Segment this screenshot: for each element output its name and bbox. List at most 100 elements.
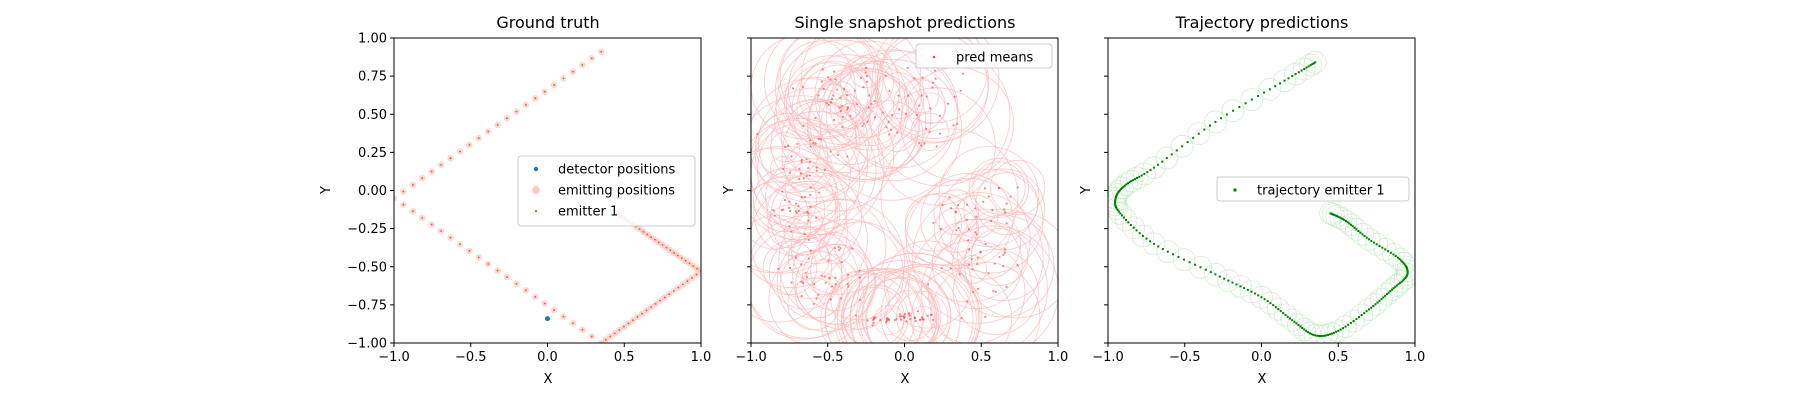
- pred-mean-point: [916, 310, 920, 313]
- pred-mean-point: [900, 315, 903, 318]
- trajectory-point: [1374, 303, 1377, 306]
- uncertainty-circle: [826, 49, 958, 182]
- uncertainty-circle: [964, 211, 1058, 319]
- emitter-point: [632, 319, 634, 322]
- trajectory-point: [1223, 277, 1226, 280]
- pred-mean-point: [826, 76, 830, 79]
- pred-mean-point: [834, 283, 837, 286]
- trajectory-point: [1372, 241, 1375, 244]
- uncertainty-circle: [1357, 227, 1381, 251]
- pred-mean-point: [797, 210, 800, 213]
- pred-mean-point: [913, 316, 916, 319]
- y-tick-label: 0.50: [358, 108, 387, 123]
- pred-mean-point: [949, 267, 952, 270]
- emitter-point: [638, 228, 641, 231]
- pred-mean-point: [829, 150, 832, 153]
- pred-mean-point: [926, 314, 929, 318]
- emitter-point: [553, 309, 556, 311]
- uncertainty-circle: [1250, 285, 1273, 309]
- emitter-point: [572, 70, 574, 73]
- trajectory-point: [1370, 306, 1373, 309]
- pred-mean-point: [817, 293, 820, 296]
- x-tick-label: −1.0: [1092, 350, 1124, 365]
- trajectory-point: [1397, 283, 1400, 286]
- emitter-point: [477, 137, 480, 140]
- uncertainty-circle: [1170, 134, 1194, 158]
- trajectory-point: [1384, 294, 1387, 297]
- trajectory-point: [1330, 332, 1333, 335]
- trajectory-point: [1132, 226, 1135, 229]
- trajectory-point: [1218, 275, 1221, 278]
- trajectory-title: Trajectory predictions: [1175, 13, 1349, 32]
- emitter-point: [636, 316, 639, 318]
- y-tick-label: 0.75: [358, 70, 387, 85]
- trajectory-point: [1269, 302, 1272, 305]
- pred-mean-point: [934, 77, 937, 80]
- trajectory-point: [1266, 300, 1269, 303]
- trajectory-point: [1243, 287, 1246, 290]
- trajectory-point: [1192, 136, 1195, 139]
- emitter-point: [677, 254, 679, 257]
- pred-mean-point: [832, 94, 835, 97]
- pred-mean-point: [822, 87, 825, 91]
- emitter-point: [411, 183, 414, 186]
- trajectory-point: [1149, 169, 1152, 172]
- pred-mean-point: [791, 350, 793, 352]
- pred-mean-point: [885, 319, 889, 322]
- trajectory-point: [1284, 313, 1287, 316]
- trajectory-point: [1403, 263, 1406, 266]
- trajectory-point: [1346, 221, 1349, 224]
- pred-mean-point: [925, 95, 928, 98]
- trajectory-point: [1214, 273, 1217, 276]
- pred-mean-point: [860, 76, 863, 79]
- pred-mean-point: [815, 216, 818, 219]
- uncertainty-circle: [882, 38, 988, 124]
- pred-mean-point: [786, 144, 790, 147]
- emitter-point: [440, 230, 442, 232]
- uncertainty-circle: [920, 173, 1014, 267]
- trajectory-point: [1332, 331, 1335, 334]
- pred-mean-point: [987, 195, 990, 198]
- trajectory-point: [1153, 166, 1156, 169]
- uncertainty-circle: [837, 102, 864, 130]
- trajectory-point: [1208, 124, 1211, 127]
- trajectory-point: [1263, 298, 1266, 301]
- pred-mean-point: [887, 120, 890, 123]
- trajectory-point: [1161, 248, 1164, 251]
- pred-mean-point: [1003, 251, 1006, 254]
- pred-mean-point: [846, 108, 849, 111]
- trajectory-point: [1149, 240, 1152, 243]
- pred-mean-point: [873, 100, 876, 103]
- uncertainty-circle: [1259, 291, 1282, 315]
- emitter-point: [524, 104, 527, 106]
- pred-mean-point: [807, 238, 810, 241]
- pred-mean-point: [806, 210, 809, 213]
- legend: pred means: [915, 43, 1053, 69]
- trajectory-point: [1305, 329, 1308, 332]
- trajectory-point: [1114, 200, 1117, 203]
- pred-mean-point: [871, 324, 874, 327]
- uncertainty-circle: [1142, 232, 1166, 256]
- trajectory-point: [1396, 256, 1399, 259]
- trajectory-point: [1246, 288, 1249, 291]
- trajectory-point: [1347, 323, 1350, 326]
- pred-mean-point: [846, 106, 849, 109]
- trajectory-point: [1338, 216, 1341, 219]
- pred-mean-point: [895, 317, 898, 321]
- uncertainty-circle: [910, 112, 949, 151]
- pred-mean-point: [992, 289, 995, 293]
- trajectory-point: [1343, 218, 1346, 221]
- trajectory-point: [1291, 319, 1294, 322]
- trajectory-point: [1323, 334, 1326, 337]
- y-tick-label: −1.00: [347, 337, 387, 352]
- trajectory-point: [1277, 308, 1280, 311]
- uncertainty-circle: [1189, 255, 1212, 279]
- trajectory-point: [1387, 250, 1390, 253]
- x-tick-label: 0.5: [614, 350, 635, 365]
- emitter-point: [590, 57, 593, 60]
- emitter-point: [553, 84, 556, 86]
- uncertainty-circle: [790, 199, 887, 295]
- trajectory-point: [1274, 85, 1277, 88]
- trajectory-point: [1363, 235, 1366, 238]
- x-tick-label: 0.5: [971, 350, 992, 365]
